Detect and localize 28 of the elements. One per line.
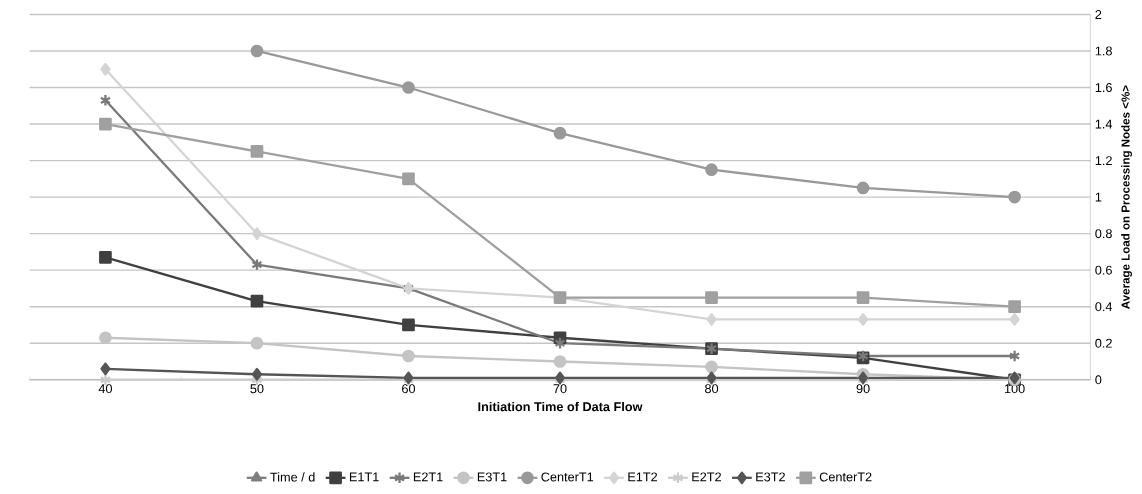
- y-tick-label: 2: [1095, 10, 1102, 19]
- x-tick-label: 70: [553, 384, 567, 394]
- y-tick-label: 0.4: [1095, 302, 1113, 312]
- y-tick-label: 1.8: [1095, 46, 1112, 56]
- legend-label: E3T2: [756, 472, 785, 482]
- y-tick-label: 1.2: [1095, 156, 1112, 166]
- y-axis-title: Average Load on Processing Nodes <%>: [1121, 85, 1132, 309]
- y-tick-label: 0.8: [1095, 229, 1112, 239]
- x-tick-label: 60: [402, 384, 416, 394]
- legend-label: E1T2: [628, 472, 658, 482]
- y-tick-label: 0.2: [1095, 338, 1112, 348]
- legend-label: E2T1: [413, 472, 443, 482]
- y-tick-label: 1: [1095, 192, 1102, 202]
- y-tick-label: 0.6: [1095, 265, 1112, 275]
- x-tick-label: 50: [250, 384, 264, 394]
- y-tick-label: 1.6: [1095, 83, 1112, 93]
- x-tick-label: 80: [705, 384, 719, 394]
- x-tick-label: 90: [856, 384, 870, 394]
- x-tick-label: 40: [98, 384, 112, 394]
- legend-label: E2T2: [692, 472, 721, 482]
- legend-label: CenterT1: [541, 472, 594, 482]
- legend-label: E3T1: [477, 472, 507, 482]
- y-tick-label: 1.4: [1095, 119, 1113, 129]
- y-tick-label: 0: [1095, 375, 1102, 385]
- legend-label: E1T1: [349, 472, 379, 482]
- x-axis-title: Initiation Time of Data Flow: [478, 402, 643, 412]
- legend-label: Time / d: [270, 472, 315, 482]
- legend-label: CenterT2: [819, 472, 872, 482]
